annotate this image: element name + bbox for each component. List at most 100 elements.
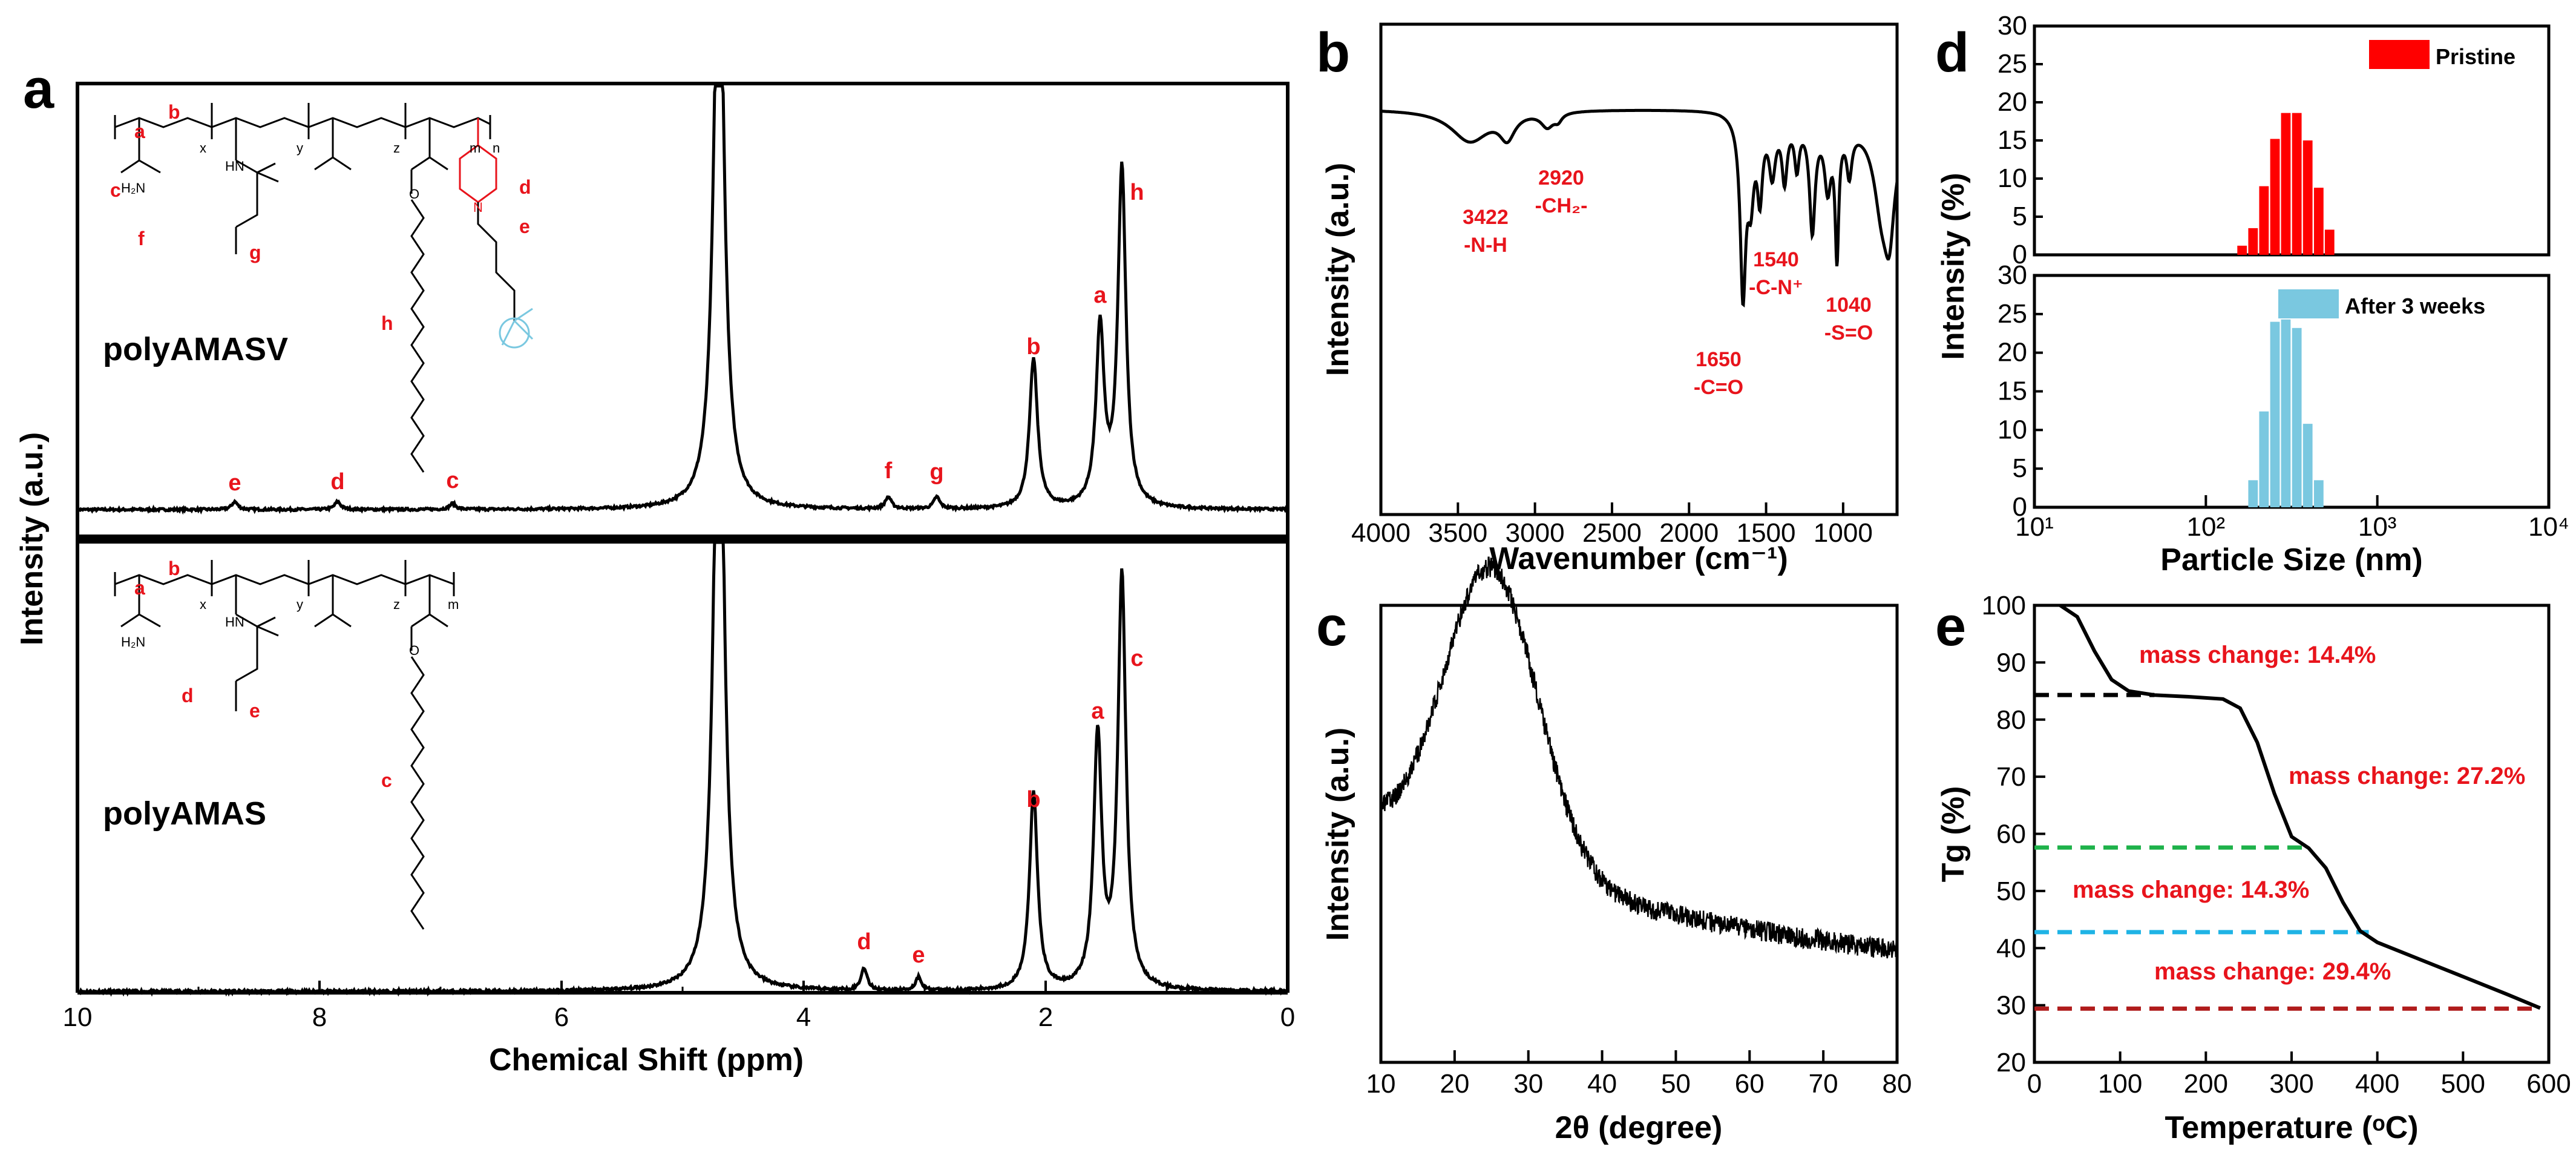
xrd-x-ticks: 10 20 30 40 50 60 70 80	[1366, 1050, 1912, 1099]
dls-top-y-ticks: 0 5 10 15 20 25 30	[1998, 11, 2043, 269]
struct-label-f: f	[138, 228, 145, 249]
tga-y-tick-label: 50	[1996, 877, 2026, 906]
nmr-peak-label-top: a	[1093, 283, 1107, 308]
struct-label-b: b	[168, 101, 180, 123]
nmr-x-axis-title: Chemical Shift (ppm)	[489, 1042, 804, 1077]
struct2-label-a: a	[134, 577, 145, 599]
ftir-annotations: 3422 -N-H 2920 -CH₂- 1650 -C=O 1540 -C-N⁺ 1040 -S…	[1463, 166, 1873, 399]
ftir-annotation-value: 2920	[1538, 166, 1584, 189]
dls-y-tick-label: 10	[1998, 415, 2027, 444]
dls-x-axis-title: Particle Size (nm)	[2160, 542, 2422, 577]
dls-y-axis-title: Intensity (%)	[1936, 173, 1971, 360]
dls-bar	[2302, 424, 2313, 507]
tga-y-tick-label: 80	[1996, 705, 2026, 735]
dls-x-tick-label: 10⁴	[2528, 512, 2569, 542]
nmr-peak-label-top: f	[885, 458, 893, 484]
nmr-peak-label-top: h	[1130, 180, 1144, 205]
struct2-label-d: d	[182, 685, 194, 706]
dls-bar	[2259, 186, 2269, 255]
dls-bar	[2237, 245, 2247, 255]
xrd-x-tick-label: 60	[1735, 1069, 1765, 1099]
tga-annotation-4: mass change: 29.4%	[2154, 958, 2391, 985]
xrd-x-tick-label: 20	[1440, 1069, 1469, 1099]
dls-bar	[2324, 229, 2335, 255]
xrd-panel: 10 20 30 40 50 60 70 80 2θ (degree) Intensity (…	[1320, 556, 1912, 1145]
ftir-annotation-group: -N-H	[1464, 234, 1507, 257]
ftir-y-axis-title: Intensity (a.u.)	[1320, 163, 1355, 376]
xrd-frame	[1379, 604, 1899, 1064]
tga-x-tick-label: 500	[2441, 1069, 2485, 1099]
dls-bar	[2292, 327, 2302, 507]
panel-letter-a: a	[23, 58, 54, 120]
dls-bottom-y-ticks: 0 5 10 15 20 25 30	[1998, 260, 2043, 522]
ftir-x-tick-label: 3000	[1506, 518, 1565, 548]
nmr-frame	[76, 82, 1290, 544]
legend-swatch-3weeks	[2278, 289, 2339, 318]
nmr-y-axis-title: Intensity (a.u.)	[15, 432, 50, 645]
legend-label-3weeks: After 3 weeks	[2345, 294, 2485, 318]
dls-bar	[2248, 480, 2258, 507]
struct-text-hn: HN	[225, 159, 244, 174]
dls-bar	[2259, 411, 2269, 507]
dls-y-tick-label: 15	[1998, 125, 2027, 155]
dls-bar	[2292, 113, 2302, 255]
nmr-peak-labels: e d c f g b a h d e b a c	[228, 180, 1144, 968]
struct-label-d: d	[519, 176, 531, 198]
tga-annotation-1: mass change: 14.4%	[2139, 642, 2376, 668]
tga-ticks: 0 100 200 300 400 500 600 20 30 40 50 60 70 80 90 100	[1982, 591, 2571, 1099]
struct2-text-h2n: H₂N	[121, 634, 145, 650]
tga-y-tick-label: 100	[1982, 591, 2026, 620]
struct2-label-c: c	[381, 769, 392, 791]
struct-label-a: a	[134, 120, 145, 142]
tga-x-tick-label: 600	[2526, 1069, 2571, 1099]
nmr-x-tick-label: 10	[63, 1002, 93, 1032]
struct2-text-hn: HN	[225, 614, 244, 630]
dls-y-tick-label: 5	[2013, 202, 2027, 231]
struct-label-e: e	[519, 215, 530, 237]
panel-letter-e: e	[1935, 596, 1966, 657]
xrd-y-axis-title: Intensity (a.u.)	[1320, 728, 1355, 941]
xrd-x-tick-label: 80	[1883, 1069, 1912, 1099]
subscript2-x: x	[200, 597, 206, 612]
nmr-peak-label-top: g	[929, 459, 943, 485]
struct2-text-o: O	[409, 643, 419, 658]
tga-y-tick-label: 60	[1996, 820, 2026, 849]
subscript-x: x	[200, 140, 206, 156]
ftir-annotation-value: 1540	[1753, 248, 1799, 271]
legend-label-pristine: Pristine	[2436, 44, 2515, 69]
nmr-peak-label-top: e	[228, 470, 241, 496]
nmr-x-ticks: 10 8 6 4 2 0	[63, 981, 1295, 1032]
dls-bar	[2281, 113, 2291, 255]
subscript-y: y	[297, 140, 303, 156]
nmr-x-tick-label: 6	[554, 1002, 569, 1032]
ftir-x-tick-label: 3500	[1428, 518, 1487, 548]
nmr-spectrum-polyamas	[76, 541, 1290, 997]
ftir-annotation-group: -C-N⁺	[1749, 276, 1803, 299]
ftir-annotation-group: -S=O	[1824, 321, 1873, 344]
xrd-x-tick-label: 40	[1587, 1069, 1617, 1099]
nmr-x-tick-label: 0	[1280, 1002, 1295, 1032]
nmr-x-tick-label: 4	[796, 1002, 811, 1032]
tga-x-tick-label: 400	[2355, 1069, 2399, 1099]
subscript-m: m	[470, 140, 480, 156]
dls-panel: 0 5 10 15 20 25 30 0 5 10 15 20 25 30 10¹ 10² 10³ 10⁴ P…	[1936, 11, 2569, 577]
nmr-x-tick-label: 2	[1038, 1002, 1053, 1032]
subscript2-m: m	[448, 597, 459, 612]
tga-curve	[2059, 604, 2541, 1010]
tga-level-lines	[2034, 692, 2540, 1011]
struct2-label-b: b	[168, 558, 180, 579]
ftir-annotation-value: 1040	[1826, 294, 1872, 317]
polyamasv-label: polyAMASV	[103, 331, 288, 367]
tga-x-axis-title: Temperature (ᵒC)	[2165, 1110, 2418, 1145]
dls-y-tick-label: 10	[1998, 163, 2027, 193]
nmr-peak-label-top: d	[330, 469, 344, 495]
ftir-panel: 4000 3500 3000 2500 2000 1500 1000 3422 -N-H 292…	[1320, 22, 1899, 576]
struct-label-c: c	[110, 179, 121, 201]
dls-y-tick-label: 20	[1998, 338, 2027, 367]
dls-y-tick-label: 0	[2013, 240, 2027, 269]
nmr-peak-label-bottom: a	[1091, 699, 1104, 724]
panel-letter-b: b	[1316, 22, 1350, 84]
dls-bar	[2313, 480, 2324, 507]
polyamas-structure-labels: a b c d e x y z m H₂N HN O	[121, 558, 459, 791]
